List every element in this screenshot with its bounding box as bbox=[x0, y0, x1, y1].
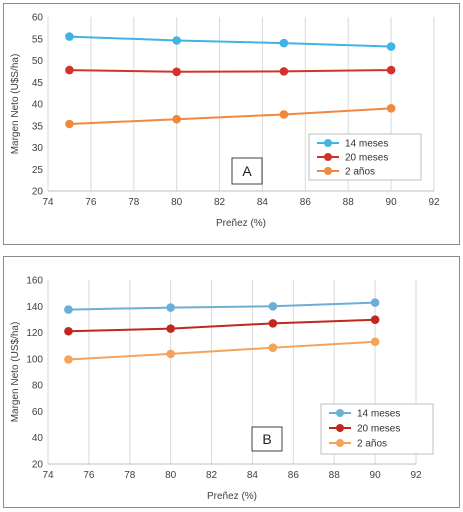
y-tick-label: 60 bbox=[32, 13, 44, 24]
x-tick-label: 80 bbox=[171, 197, 183, 208]
y-axis-title: Margen Neto (U$S/ha) bbox=[10, 54, 21, 155]
data-point bbox=[268, 319, 278, 328]
series-line bbox=[68, 340, 376, 361]
panel-letter-box bbox=[231, 157, 263, 185]
legend-swatch-marker bbox=[336, 439, 344, 447]
y-tick-label: 80 bbox=[32, 381, 44, 392]
data-point bbox=[370, 298, 380, 307]
x-tick-label: 86 bbox=[300, 197, 312, 208]
y-tick-label: 45 bbox=[32, 78, 44, 89]
y-tick-label: 55 bbox=[32, 34, 44, 45]
data-point bbox=[64, 326, 73, 336]
x-tick-label: 76 bbox=[85, 197, 97, 208]
series-line bbox=[69, 35, 392, 48]
legend-entry-label: 2 años bbox=[345, 167, 375, 178]
chart-panel-a: 74 76 78 80 82 84 86 88 90 92 20 25 30 35 40 45 50 55 60 Pr… bbox=[3, 3, 460, 245]
data-point bbox=[386, 42, 396, 51]
data-point bbox=[64, 355, 73, 364]
x-tick-label: 92 bbox=[410, 470, 422, 481]
x-tick-label: 84 bbox=[247, 470, 259, 481]
legend-entry-label: 20 meses bbox=[357, 424, 400, 435]
y-tick-label: 40 bbox=[32, 100, 44, 111]
series-line bbox=[69, 107, 392, 126]
x-axis-title: Preñez (%) bbox=[207, 491, 257, 502]
legend-swatch-marker bbox=[324, 139, 332, 147]
legend-swatch-marker bbox=[336, 424, 344, 432]
data-point bbox=[172, 36, 181, 45]
y-tick-label: 30 bbox=[32, 143, 44, 154]
y-tick-label: 40 bbox=[32, 433, 44, 444]
legend-swatch-marker bbox=[324, 153, 332, 161]
legend-entry-label: 20 meses bbox=[345, 153, 388, 164]
y-tick-label: 25 bbox=[32, 165, 44, 176]
chart-b-svg: 74 76 78 80 82 84 86 88 90 92 20 40 60 80 100 120 140 160… bbox=[10, 276, 434, 502]
data-point bbox=[172, 67, 181, 77]
x-tick-label: 74 bbox=[42, 197, 54, 208]
panel-letter: A bbox=[242, 163, 252, 179]
y-tick-label: 160 bbox=[26, 276, 43, 287]
x-tick-label: 76 bbox=[83, 470, 95, 481]
data-point bbox=[172, 114, 181, 124]
series-line bbox=[68, 301, 376, 311]
panel-letter-box bbox=[251, 426, 283, 452]
x-tick-label: 80 bbox=[165, 470, 177, 481]
data-point bbox=[65, 119, 74, 129]
data-point bbox=[386, 65, 396, 75]
panel-letter: B bbox=[262, 431, 271, 447]
y-tick-label: 100 bbox=[26, 354, 43, 365]
y-tick-label: 140 bbox=[26, 302, 43, 313]
x-tick-label: 82 bbox=[214, 197, 226, 208]
y-tick-label: 60 bbox=[32, 407, 44, 418]
y-tick-label: 35 bbox=[32, 121, 44, 132]
data-point bbox=[279, 67, 289, 76]
y-tick-label: 120 bbox=[26, 328, 43, 339]
legend-entry-label: 14 meses bbox=[345, 139, 388, 150]
data-point bbox=[166, 303, 175, 312]
legend-swatch-marker bbox=[324, 167, 332, 175]
chart-panel-b: 74 76 78 80 82 84 86 88 90 92 20 40 60 80 100 120 140 160… bbox=[3, 256, 460, 508]
x-tick-label: 84 bbox=[257, 197, 269, 208]
data-point bbox=[279, 38, 289, 48]
x-tick-label: 86 bbox=[288, 470, 300, 481]
data-point bbox=[166, 324, 175, 333]
x-tick-label: 90 bbox=[370, 470, 382, 481]
y-tick-label: 20 bbox=[32, 460, 44, 471]
x-tick-label: 82 bbox=[206, 470, 218, 481]
data-point bbox=[64, 305, 73, 314]
y-tick-label: 20 bbox=[32, 187, 44, 198]
data-point bbox=[166, 349, 175, 359]
x-tick-label: 78 bbox=[124, 470, 136, 481]
x-tick-label: 78 bbox=[128, 197, 140, 208]
x-tick-label: 88 bbox=[343, 197, 355, 208]
legend-entry-label: 14 meses bbox=[357, 409, 400, 420]
series-line bbox=[68, 318, 376, 333]
chart-a-svg: 74 76 78 80 82 84 86 88 90 92 20 25 30 35 40 45 50 55 60 Pr… bbox=[10, 13, 440, 230]
x-tick-label: 88 bbox=[329, 470, 341, 481]
x-tick-label: 90 bbox=[386, 197, 398, 208]
data-point bbox=[268, 343, 278, 352]
x-tick-label: 92 bbox=[428, 197, 440, 208]
x-tick-label: 74 bbox=[42, 470, 54, 481]
data-point bbox=[370, 337, 380, 347]
legend-swatch-marker bbox=[336, 409, 344, 417]
legend-entry-label: 2 años bbox=[357, 439, 387, 450]
y-axis-title: Margen Neto (US$/ha) bbox=[10, 322, 21, 423]
data-point bbox=[279, 110, 289, 119]
x-axis-title: Preñez (%) bbox=[216, 218, 266, 229]
y-tick-label: 50 bbox=[32, 56, 44, 67]
series-line bbox=[69, 69, 392, 73]
data-point bbox=[65, 65, 74, 75]
data-point bbox=[65, 32, 74, 41]
data-point bbox=[268, 301, 278, 311]
data-point bbox=[370, 315, 380, 324]
data-point bbox=[386, 104, 396, 113]
